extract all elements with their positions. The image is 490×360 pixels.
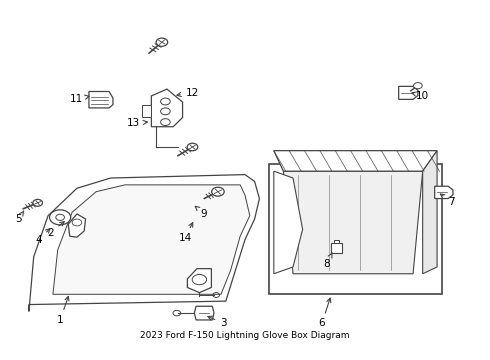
Circle shape xyxy=(414,82,422,89)
Text: 12: 12 xyxy=(177,87,199,98)
Circle shape xyxy=(56,214,65,220)
Text: 1: 1 xyxy=(57,296,69,325)
Polygon shape xyxy=(195,306,214,320)
Circle shape xyxy=(33,199,43,206)
Polygon shape xyxy=(142,105,151,117)
Circle shape xyxy=(212,187,224,196)
Text: 11: 11 xyxy=(70,94,89,104)
Polygon shape xyxy=(435,186,453,199)
Circle shape xyxy=(49,210,71,225)
Polygon shape xyxy=(53,185,250,294)
Text: 8: 8 xyxy=(323,253,332,269)
Text: 7: 7 xyxy=(441,194,455,207)
Text: 10: 10 xyxy=(412,91,429,101)
Text: 2: 2 xyxy=(47,222,64,238)
Bar xyxy=(331,243,342,253)
Text: 13: 13 xyxy=(127,118,147,128)
Polygon shape xyxy=(68,214,86,237)
Polygon shape xyxy=(89,91,113,108)
Polygon shape xyxy=(274,150,437,171)
Polygon shape xyxy=(423,150,437,274)
Text: 14: 14 xyxy=(178,222,193,243)
Text: 3: 3 xyxy=(208,316,227,328)
Polygon shape xyxy=(151,89,183,127)
Text: 6: 6 xyxy=(318,298,331,328)
Text: 5: 5 xyxy=(15,211,24,224)
Circle shape xyxy=(187,143,198,151)
Bar xyxy=(269,164,442,294)
Text: 4: 4 xyxy=(35,229,50,244)
Polygon shape xyxy=(274,171,303,274)
Polygon shape xyxy=(187,269,211,293)
Circle shape xyxy=(156,38,168,46)
Bar xyxy=(334,240,339,243)
Polygon shape xyxy=(283,171,423,274)
Text: 2023 Ford F-150 Lightning Glove Box Diagram: 2023 Ford F-150 Lightning Glove Box Diag… xyxy=(140,331,350,340)
Polygon shape xyxy=(29,175,259,311)
Polygon shape xyxy=(399,86,418,99)
Text: 9: 9 xyxy=(195,206,207,219)
